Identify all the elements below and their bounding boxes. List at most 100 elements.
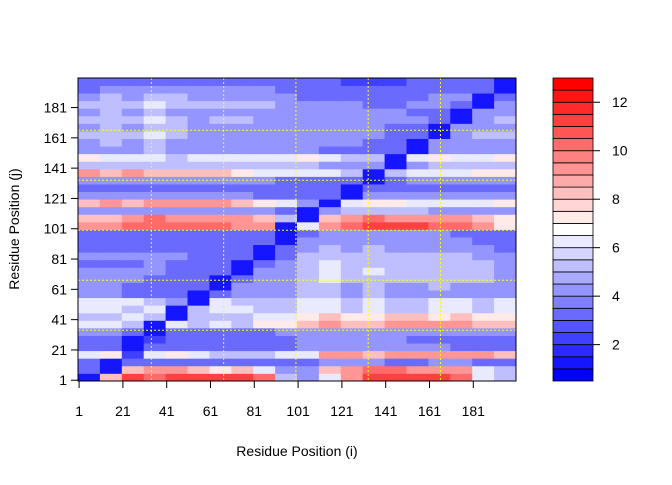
heatmap-cell xyxy=(362,221,385,230)
colorbar-swatch xyxy=(552,247,594,261)
heatmap-cell xyxy=(187,199,210,208)
heatmap-cell xyxy=(450,358,473,367)
heatmap-cell xyxy=(472,350,495,359)
heatmap-cell xyxy=(275,327,298,336)
heatmap-cell xyxy=(362,161,385,170)
heatmap-cell xyxy=(297,237,320,246)
heatmap-cell xyxy=(340,115,364,124)
heatmap-cell xyxy=(472,365,495,374)
heatmap-cell xyxy=(209,312,232,321)
heatmap-cell xyxy=(340,78,364,86)
heatmap-cell xyxy=(406,191,429,200)
heatmap-cell xyxy=(187,335,210,344)
heatmap-cell xyxy=(340,343,364,352)
heatmap-cell xyxy=(494,267,517,276)
heatmap-cell xyxy=(275,229,298,238)
heatmap-cell xyxy=(231,153,254,162)
heatmap-cell xyxy=(253,282,276,291)
heatmap-cell xyxy=(275,365,298,374)
heatmap-cell xyxy=(428,327,451,336)
heatmap-cell xyxy=(362,93,385,102)
heatmap-cell xyxy=(209,350,232,359)
x-tick-label: 1 xyxy=(75,403,83,419)
heatmap-cell xyxy=(209,252,232,261)
heatmap-cell xyxy=(231,85,254,94)
heatmap-cell xyxy=(362,78,385,86)
heatmap-cell xyxy=(99,229,123,238)
heatmap-cell xyxy=(297,373,320,382)
heatmap-cell xyxy=(450,373,473,382)
heatmap-cell xyxy=(318,85,342,94)
heatmap-cell xyxy=(450,282,473,291)
heatmap-cell xyxy=(362,282,385,291)
heatmap-cell xyxy=(78,184,101,193)
heatmap-cell xyxy=(318,191,342,200)
heatmap-cell xyxy=(121,78,145,86)
heatmap-cell xyxy=(318,297,342,306)
heatmap-cell xyxy=(472,237,495,246)
heatmap-cell xyxy=(450,184,473,193)
heatmap-cell xyxy=(165,138,188,147)
heatmap-cell xyxy=(231,365,254,374)
heatmap-cell xyxy=(143,100,166,109)
heatmap-cell xyxy=(275,214,298,223)
heatmap-cell xyxy=(78,206,101,215)
heatmap-cell xyxy=(78,335,101,344)
heatmap-cell xyxy=(231,199,254,208)
heatmap-cell xyxy=(450,343,473,352)
heatmap-cell xyxy=(165,244,188,253)
heatmap-cell xyxy=(209,191,232,200)
heatmap-cell xyxy=(406,229,429,238)
colorbar-swatch xyxy=(552,235,594,249)
heatmap-cell xyxy=(384,312,407,321)
heatmap-cell xyxy=(494,252,517,261)
heatmap-cell xyxy=(143,252,166,261)
heatmap-cell xyxy=(362,335,385,344)
heatmap-cell xyxy=(99,259,123,268)
heatmap-cell xyxy=(318,274,342,283)
heatmap-cell xyxy=(143,312,166,321)
heatmap-cell xyxy=(143,373,166,382)
heatmap-cell xyxy=(165,214,188,223)
heatmap-cell xyxy=(318,358,342,367)
heatmap-cell xyxy=(384,365,407,374)
heatmap-cell xyxy=(143,206,166,215)
heatmap-cell xyxy=(340,184,364,193)
heatmap-cell xyxy=(428,206,451,215)
heatmap-cell xyxy=(231,350,254,359)
heatmap-cell xyxy=(143,327,166,336)
heatmap-cell xyxy=(297,191,320,200)
heatmap-cell xyxy=(253,85,276,94)
heatmap-cell xyxy=(143,305,166,314)
heatmap-cell xyxy=(165,131,188,139)
colorbar-swatch xyxy=(552,319,594,333)
heatmap-cell xyxy=(494,176,517,185)
heatmap-cell xyxy=(472,146,495,155)
colorbar: 2 4 6 8 10 12 xyxy=(552,77,628,382)
colorbar-swatch xyxy=(552,198,594,212)
heatmap-cell xyxy=(340,305,364,314)
heatmap-cell xyxy=(78,85,101,94)
heatmap-cell xyxy=(472,199,495,208)
heatmap-cell xyxy=(362,123,385,132)
heatmap-cell xyxy=(165,252,188,261)
heatmap-cell xyxy=(384,123,407,132)
heatmap-cell xyxy=(428,78,451,86)
heatmap-cell xyxy=(275,138,298,147)
heatmap-cell xyxy=(340,312,364,321)
heatmap-cell xyxy=(362,85,385,94)
heatmap-cell xyxy=(231,100,254,109)
heatmap-cell xyxy=(472,320,495,329)
heatmap-cell xyxy=(253,214,276,223)
heatmap-cell xyxy=(187,115,210,124)
heatmap-cell xyxy=(406,161,429,170)
heatmap-cell xyxy=(450,267,473,276)
heatmap-cell xyxy=(472,78,495,86)
heatmap-cell xyxy=(231,146,254,155)
heatmap-cell xyxy=(297,108,320,117)
heatmap-cell xyxy=(121,131,145,139)
heatmap-cell xyxy=(494,138,517,147)
heatmap-cell xyxy=(384,252,407,261)
heatmap-cell xyxy=(99,327,123,336)
heatmap-cell xyxy=(450,350,473,359)
